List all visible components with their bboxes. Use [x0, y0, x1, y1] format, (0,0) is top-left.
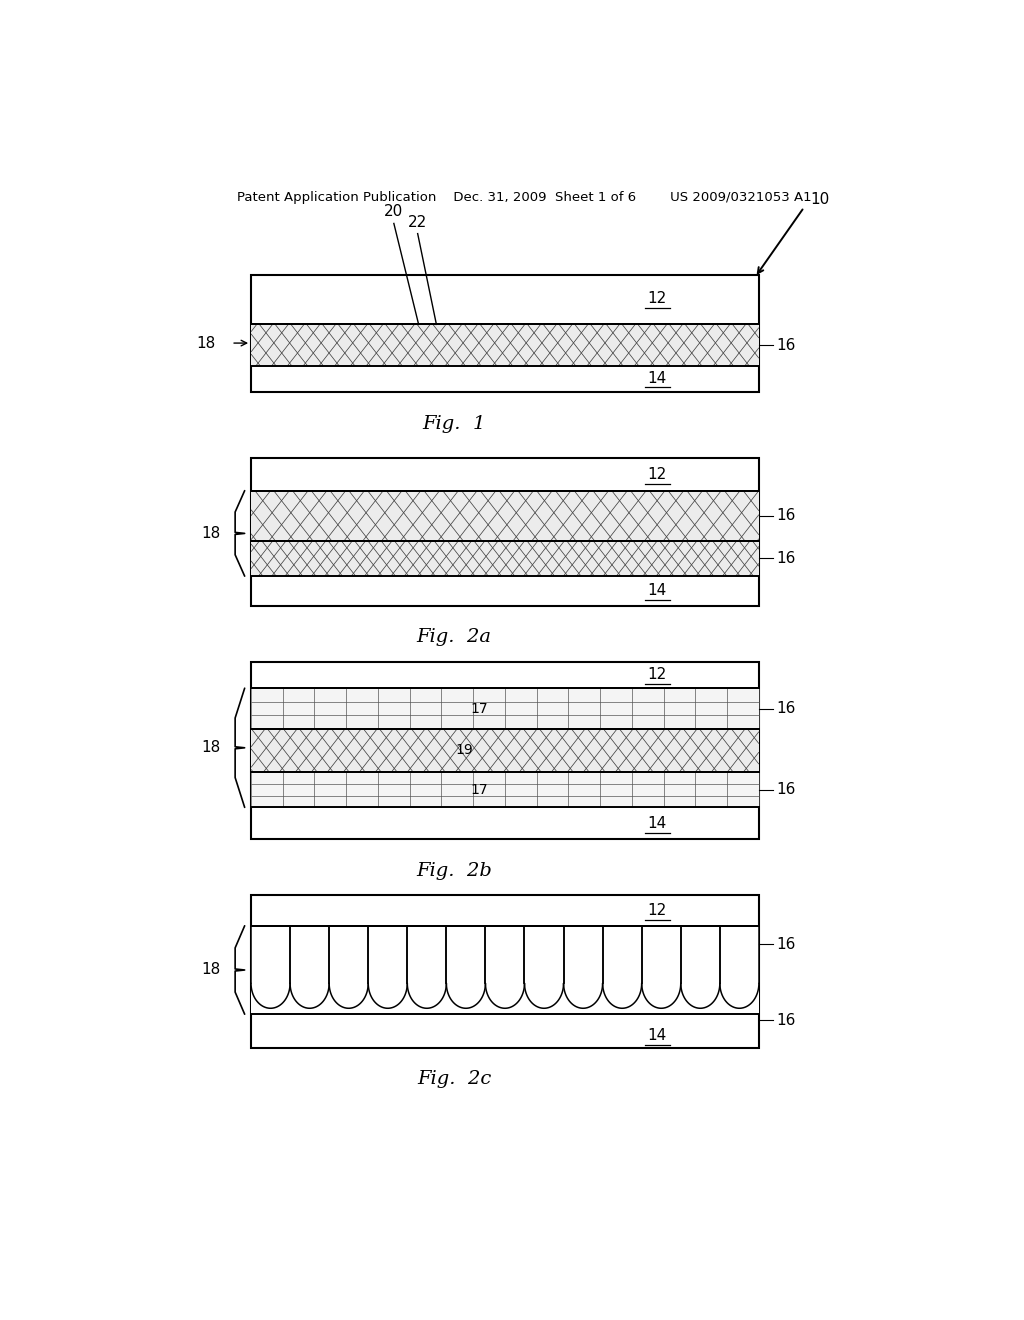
Bar — [251, 276, 759, 392]
Text: 16: 16 — [776, 937, 796, 952]
Text: 16: 16 — [776, 701, 796, 717]
Text: Fig.  2b: Fig. 2b — [416, 862, 493, 879]
Text: 18: 18 — [202, 525, 221, 541]
Bar — [251, 458, 759, 606]
Text: 17: 17 — [471, 702, 488, 715]
Text: 18: 18 — [202, 962, 221, 978]
Bar — [251, 325, 759, 367]
Text: Fig.  1: Fig. 1 — [423, 414, 485, 433]
Bar — [251, 661, 759, 840]
Text: 14: 14 — [648, 816, 667, 830]
Text: 12: 12 — [648, 467, 667, 482]
Text: 10: 10 — [811, 191, 829, 206]
Text: 14: 14 — [648, 371, 667, 385]
Text: 22: 22 — [408, 215, 427, 230]
Text: 17: 17 — [471, 783, 488, 796]
Text: 16: 16 — [776, 550, 796, 566]
Text: 12: 12 — [648, 668, 667, 682]
Text: 14: 14 — [648, 583, 667, 598]
Text: 12: 12 — [648, 903, 667, 917]
Bar — [251, 772, 759, 808]
Text: 16: 16 — [776, 781, 796, 797]
Bar — [251, 688, 759, 729]
Text: 12: 12 — [648, 292, 667, 306]
Bar — [251, 729, 759, 772]
Text: 18: 18 — [202, 741, 221, 755]
Text: 16: 16 — [776, 1012, 796, 1028]
Text: 16: 16 — [776, 338, 796, 352]
Text: 19: 19 — [456, 743, 473, 758]
Text: 18: 18 — [196, 335, 215, 351]
Text: Fig.  2c: Fig. 2c — [417, 1071, 492, 1088]
Text: 20: 20 — [384, 205, 403, 219]
Bar — [251, 925, 759, 1014]
Text: Patent Application Publication    Dec. 31, 2009  Sheet 1 of 6        US 2009/032: Patent Application Publication Dec. 31, … — [238, 190, 812, 203]
Bar — [251, 895, 759, 1048]
Text: 14: 14 — [648, 1028, 667, 1043]
Bar — [251, 491, 759, 541]
Bar — [251, 541, 759, 576]
Text: Fig.  2a: Fig. 2a — [417, 628, 492, 645]
Text: 16: 16 — [776, 508, 796, 523]
